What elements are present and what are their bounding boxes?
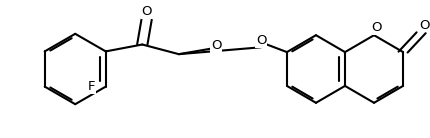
Text: O: O — [370, 21, 381, 34]
Text: O: O — [211, 39, 221, 52]
Text: O: O — [141, 5, 151, 18]
Text: O: O — [255, 34, 266, 47]
Text: O: O — [418, 19, 429, 32]
Text: F: F — [87, 80, 95, 93]
